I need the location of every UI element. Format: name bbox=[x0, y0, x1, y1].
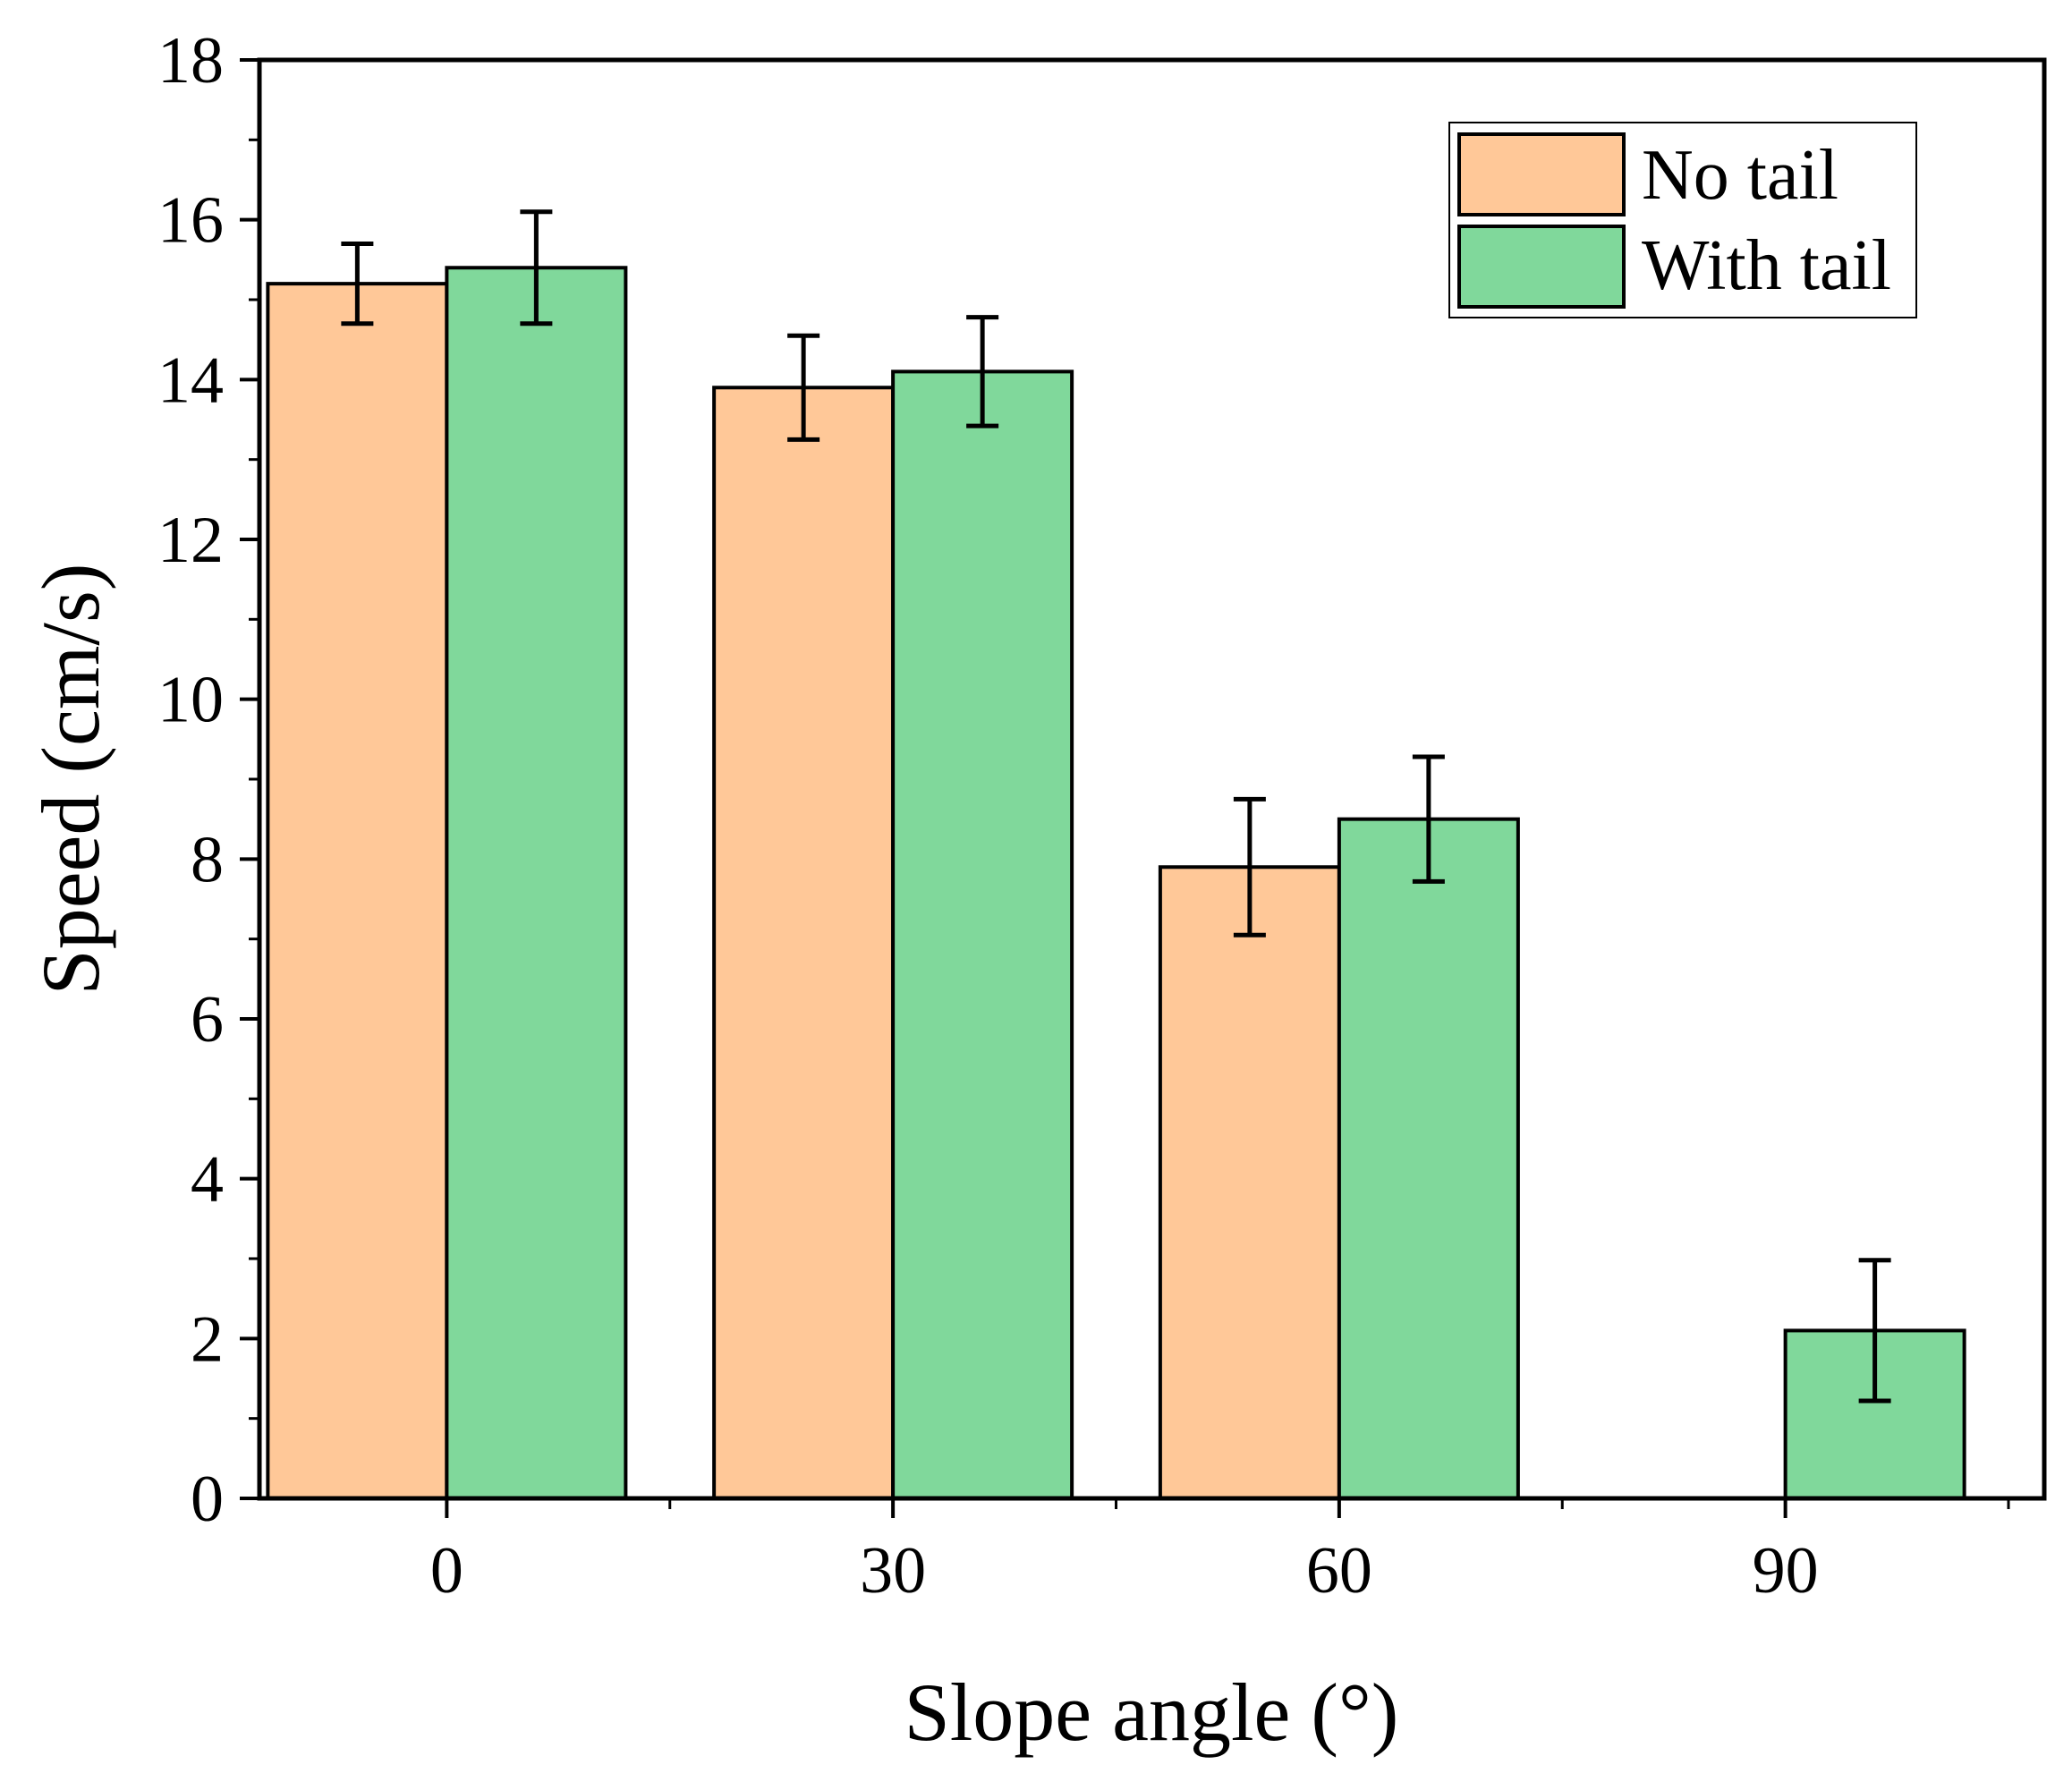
bar-with-tail-0 bbox=[445, 266, 628, 1500]
y-tick-label-4: 4 bbox=[191, 1143, 224, 1217]
legend-label-no-tail: No tail bbox=[1642, 136, 1838, 215]
x-tick-label-30: 30 bbox=[860, 1534, 926, 1608]
bars-layer bbox=[266, 266, 1966, 1501]
y-tick-label-16: 16 bbox=[157, 184, 224, 258]
y-tick-label-10: 10 bbox=[157, 664, 224, 737]
bar-no-tail-60 bbox=[1158, 865, 1341, 1500]
x-tick-label-60: 60 bbox=[1306, 1534, 1372, 1608]
bar-no-tail-30 bbox=[712, 386, 896, 1500]
y-tick-label-6: 6 bbox=[191, 983, 224, 1056]
bar-with-tail-30 bbox=[891, 369, 1074, 1500]
y-tick-label-12: 12 bbox=[157, 504, 224, 577]
y-tick-label-18: 18 bbox=[157, 24, 224, 98]
y-tick-label-14: 14 bbox=[157, 344, 224, 417]
y-tick-label-0: 0 bbox=[191, 1463, 224, 1536]
legend: No tail With tail bbox=[1448, 122, 1917, 318]
y-axis: 0 2 4 6 8 10 12 14 16 18 bbox=[157, 24, 259, 1536]
bar-no-tail-0 bbox=[266, 282, 449, 1501]
y-tick-label-2: 2 bbox=[191, 1302, 224, 1376]
legend-label-with-tail: With tail bbox=[1642, 226, 1891, 305]
y-tick-label-8: 8 bbox=[191, 823, 224, 896]
bar-with-tail-60 bbox=[1337, 817, 1520, 1500]
legend-swatch-with-tail bbox=[1457, 225, 1626, 309]
y-axis-title: Speed (cm/s) bbox=[25, 564, 116, 996]
x-tick-label-0: 0 bbox=[430, 1534, 463, 1608]
legend-swatch-no-tail bbox=[1457, 132, 1626, 216]
x-axis-title: Slope angle (°) bbox=[904, 1667, 1399, 1758]
error-bars-layer bbox=[341, 209, 1891, 1404]
x-tick-label-90: 90 bbox=[1753, 1534, 1819, 1608]
x-axis: 0 30 60 90 bbox=[430, 1498, 2010, 1608]
